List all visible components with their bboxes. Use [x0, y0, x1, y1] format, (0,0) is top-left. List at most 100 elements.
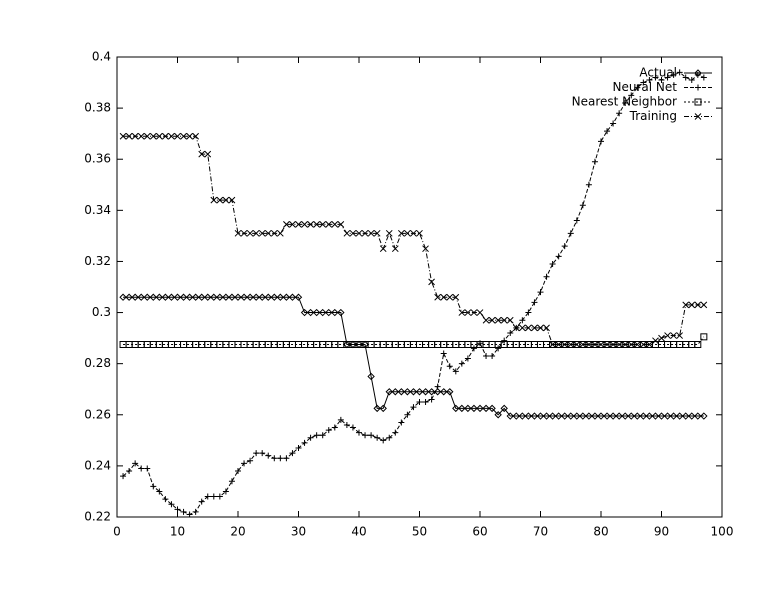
point [597, 412, 605, 420]
point [337, 416, 344, 423]
point [367, 372, 375, 381]
point [300, 308, 309, 317]
point [458, 360, 465, 367]
point [276, 229, 284, 237]
point [253, 450, 260, 457]
point [651, 412, 660, 420]
point [494, 316, 502, 324]
point [373, 229, 381, 237]
point [452, 368, 459, 375]
y-tick-label: 0.26 [84, 407, 111, 421]
point [555, 341, 563, 348]
point [434, 383, 441, 390]
point [197, 293, 206, 301]
point [615, 341, 623, 348]
point [392, 429, 399, 436]
point [700, 412, 708, 420]
point [681, 412, 690, 420]
point [483, 353, 490, 359]
point [246, 293, 254, 301]
point [161, 293, 170, 301]
point [185, 293, 194, 301]
point [409, 388, 418, 396]
point [688, 412, 696, 420]
point [543, 324, 550, 332]
point [585, 181, 592, 188]
point [628, 92, 635, 99]
point [422, 399, 429, 405]
y-tick-label: 0.36 [84, 152, 111, 166]
point [525, 324, 532, 332]
point [669, 412, 678, 420]
y-tick-label: 0.32 [84, 254, 111, 268]
point [489, 353, 496, 359]
point [464, 309, 472, 316]
point [180, 132, 187, 140]
point [440, 350, 447, 357]
x-tick-label: 80 [593, 525, 608, 539]
point [464, 404, 472, 413]
point [131, 293, 139, 301]
point [416, 399, 423, 405]
point [204, 493, 211, 500]
point [368, 432, 375, 439]
point [621, 341, 629, 348]
series-line [123, 135, 704, 345]
point [652, 74, 659, 81]
point [476, 404, 484, 413]
x-tick-label: 0 [113, 525, 121, 539]
point [676, 332, 684, 339]
point [488, 404, 496, 413]
point [627, 412, 635, 420]
point [264, 229, 272, 237]
point [670, 71, 677, 78]
point [694, 412, 702, 420]
point [506, 412, 514, 420]
point [325, 221, 333, 228]
point [276, 293, 285, 301]
point [119, 293, 127, 301]
point [391, 388, 400, 396]
point [144, 465, 151, 472]
point [495, 345, 502, 352]
point [385, 388, 393, 396]
point [591, 341, 599, 348]
point [458, 404, 466, 413]
point [149, 132, 157, 140]
point [518, 412, 527, 420]
point [143, 132, 151, 140]
point [318, 308, 327, 317]
y-tick-label: 0.3 [92, 305, 111, 319]
point [567, 341, 575, 348]
point [652, 337, 659, 345]
point [137, 132, 145, 140]
point [694, 98, 702, 106]
point [204, 150, 212, 158]
point [633, 412, 642, 420]
point [295, 221, 302, 228]
point [168, 132, 175, 140]
point [610, 120, 617, 127]
y-tick-label: 0.22 [84, 510, 111, 524]
point [349, 424, 356, 431]
point [560, 412, 569, 420]
point [138, 465, 145, 472]
point [700, 74, 707, 81]
point [573, 341, 581, 348]
point [446, 363, 453, 370]
point [210, 493, 217, 500]
point [554, 412, 563, 420]
point [234, 293, 242, 301]
point [337, 308, 345, 317]
point [615, 412, 623, 420]
point [222, 293, 230, 301]
point [634, 84, 641, 91]
point [640, 79, 647, 86]
point [331, 424, 338, 431]
point [167, 293, 176, 301]
point [210, 293, 218, 301]
point [633, 341, 641, 348]
point [367, 229, 375, 237]
y-tick-label: 0.34 [84, 203, 111, 217]
x-tick-label: 50 [412, 525, 427, 539]
